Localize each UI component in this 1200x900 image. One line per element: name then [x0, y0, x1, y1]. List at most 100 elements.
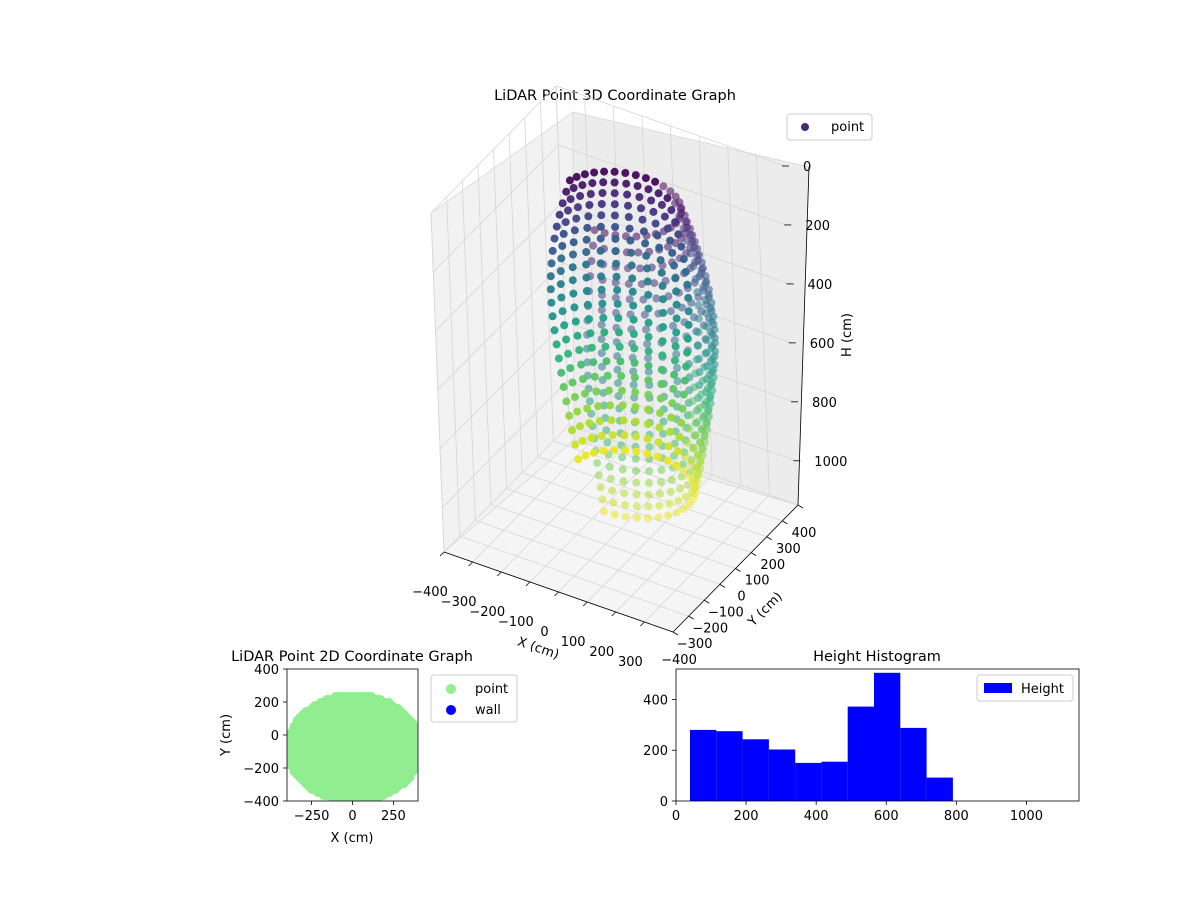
data-point — [594, 471, 603, 480]
data-point — [548, 246, 557, 255]
data-point — [679, 255, 688, 264]
y-axis-label: Y (cm) — [745, 589, 786, 630]
data-point — [575, 422, 584, 431]
data-point — [630, 344, 639, 353]
y-tick-label: 200 — [760, 558, 785, 573]
data-point — [656, 478, 665, 486]
data-point — [618, 465, 627, 474]
data-point — [690, 243, 699, 252]
data-point — [568, 378, 577, 387]
scatter-point — [410, 724, 418, 735]
tick-labels-2d: −250 0 250 400 200 0 −200 −400 — [243, 663, 406, 824]
data-point — [673, 364, 681, 372]
histogram-bar — [742, 739, 769, 801]
data-point — [582, 235, 591, 244]
data-point — [701, 295, 710, 304]
y-tick — [719, 584, 726, 588]
data-point — [603, 438, 612, 447]
data-point — [623, 190, 632, 199]
data-point — [609, 498, 618, 507]
data-point — [562, 187, 571, 196]
data-point — [566, 364, 575, 373]
y-tick-label: 300 — [776, 542, 801, 557]
data-point — [710, 352, 719, 361]
legend-3d: point — [786, 113, 873, 141]
data-point — [675, 211, 684, 220]
data-point — [681, 492, 690, 501]
data-point — [577, 360, 586, 369]
y-tick — [688, 615, 694, 620]
data-point — [557, 254, 566, 263]
data-point — [671, 274, 680, 283]
data-point — [581, 451, 590, 460]
data-point — [666, 487, 675, 496]
data-point — [645, 443, 654, 451]
data-point — [643, 434, 652, 443]
data-point — [598, 362, 606, 371]
data-point — [666, 187, 675, 196]
data-point — [610, 510, 619, 519]
data-point — [679, 466, 688, 475]
data-point — [654, 189, 663, 198]
data-point — [670, 356, 679, 365]
x-tick-label: −200 — [469, 605, 505, 620]
data-point — [570, 303, 579, 312]
x-tick — [468, 561, 473, 567]
data-point — [693, 341, 702, 350]
data-point — [683, 348, 692, 357]
data-point — [610, 167, 619, 176]
x-tick-label: 800 — [944, 809, 969, 824]
data-point — [546, 272, 555, 281]
data-point — [617, 372, 626, 380]
grid-line — [727, 145, 742, 486]
x-tick-label: 0 — [348, 809, 356, 824]
data-point — [672, 314, 681, 323]
y-tick-label: 0 — [737, 590, 745, 605]
point-cloud — [546, 167, 720, 523]
data-point — [699, 282, 708, 291]
data-point — [667, 206, 676, 215]
legend-hist: Height — [976, 674, 1074, 702]
data-point — [552, 222, 561, 231]
data-point — [683, 236, 692, 245]
grid-line — [442, 380, 797, 509]
data-point — [555, 210, 564, 219]
data-point — [570, 226, 579, 235]
data-point — [625, 295, 634, 304]
data-point — [600, 401, 609, 410]
data-point — [681, 376, 689, 385]
data-point — [573, 407, 582, 416]
data-point — [608, 486, 617, 495]
grid-line — [430, 85, 786, 214]
data-point — [664, 511, 673, 520]
data-point — [657, 466, 666, 474]
data-point — [685, 424, 694, 433]
grid-line — [490, 503, 721, 585]
data-point — [546, 285, 555, 294]
data-point — [631, 417, 640, 426]
data-point — [670, 370, 679, 379]
data-point — [672, 461, 681, 470]
data-point — [556, 267, 565, 276]
data-point — [600, 507, 609, 516]
data-point — [691, 464, 700, 473]
y-tick-label: 100 — [745, 574, 770, 589]
data-point — [560, 321, 569, 330]
data-point — [656, 409, 665, 417]
data-point — [667, 413, 676, 422]
data-point — [629, 380, 638, 389]
data-point — [597, 200, 606, 208]
grid-line — [461, 181, 476, 521]
data-point — [670, 261, 678, 270]
data-point — [568, 426, 576, 435]
data-point — [658, 281, 667, 290]
data-point — [610, 200, 619, 209]
data-point — [654, 438, 663, 447]
data-point — [683, 280, 692, 289]
legend-frame — [786, 113, 873, 141]
data-point — [679, 460, 688, 469]
data-point — [561, 218, 570, 227]
data-point — [658, 337, 667, 346]
data-point — [607, 416, 616, 425]
data-point — [590, 372, 599, 381]
